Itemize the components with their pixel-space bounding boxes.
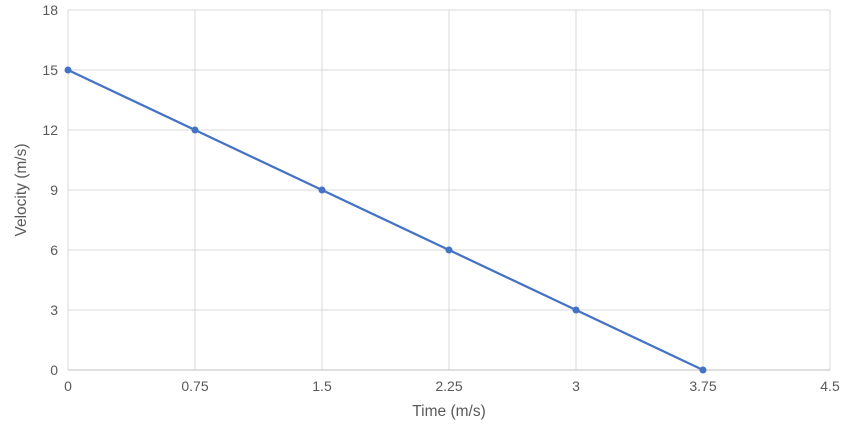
- y-tick-label: 3: [50, 302, 58, 318]
- x-tick-label: 4.5: [820, 378, 840, 394]
- y-tick-label: 9: [50, 182, 58, 198]
- data-point-marker: [191, 126, 199, 134]
- x-tick-label: 3: [572, 378, 580, 394]
- y-tick-label: 15: [42, 62, 58, 78]
- series-line: [66, 68, 705, 372]
- y-axis-title: Velocity (m/s): [13, 143, 30, 237]
- x-tick-label: 3.75: [689, 378, 716, 394]
- x-tick-label: 0: [64, 378, 72, 394]
- x-tick-label: 2.25: [435, 378, 462, 394]
- y-tick-label: 12: [42, 122, 58, 138]
- data-point-marker: [699, 366, 707, 374]
- x-tick-label: 0.75: [181, 378, 208, 394]
- data-point-marker: [572, 306, 580, 314]
- data-point-marker: [64, 66, 72, 74]
- data-point-marker: [445, 246, 453, 254]
- data-point-marker: [318, 186, 326, 194]
- y-tick-label: 0: [50, 362, 58, 378]
- y-tick-label: 6: [50, 242, 58, 258]
- x-axis-title: Time (m/s): [412, 403, 486, 420]
- y-tick-label: 18: [42, 2, 58, 18]
- x-tick-label: 1.5: [312, 378, 332, 394]
